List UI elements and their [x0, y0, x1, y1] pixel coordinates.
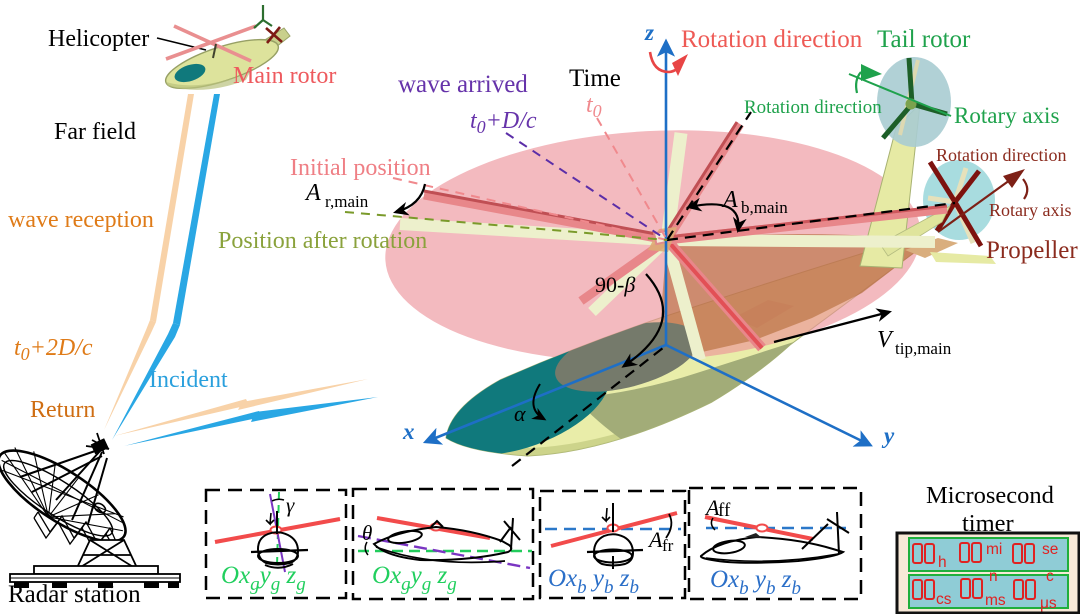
- svg-text:Oxb yb zb: Oxb yb zb: [710, 566, 801, 599]
- svg-text:90-β: 90-β: [595, 272, 635, 297]
- svg-text:z: z: [644, 20, 654, 45]
- svg-text:Rotation direction: Rotation direction: [744, 97, 882, 118]
- svg-text:Main rotor: Main rotor: [233, 63, 336, 89]
- svg-text:Radar station: Radar station: [8, 581, 141, 608]
- svg-text:Rotation direction: Rotation direction: [681, 26, 863, 53]
- svg-text:h: h: [938, 554, 947, 571]
- svg-text:Far field: Far field: [54, 119, 136, 145]
- svg-text:t0+D/c: t0+D/c: [470, 108, 537, 137]
- svg-text:tip,main: tip,main: [895, 339, 952, 358]
- svg-text:Rotary axis: Rotary axis: [954, 103, 1059, 128]
- svg-text:x: x: [402, 419, 415, 444]
- svg-text:t0: t0: [586, 92, 602, 121]
- svg-text:α: α: [514, 401, 526, 426]
- svg-text:r,main: r,main: [325, 192, 369, 211]
- svg-text:ms: ms: [985, 592, 1006, 609]
- svg-text:y: y: [881, 423, 895, 448]
- svg-text:Position after rotation: Position after rotation: [218, 228, 427, 254]
- svg-text:Microsecond: Microsecond: [926, 482, 1054, 509]
- svg-text:Initial position: Initial position: [290, 155, 431, 181]
- svg-text:Return: Return: [30, 397, 95, 423]
- svg-text:Tail rotor: Tail rotor: [877, 26, 971, 53]
- svg-text:A: A: [721, 187, 738, 213]
- svg-text:V: V: [877, 327, 894, 353]
- svg-text:A: A: [647, 527, 663, 552]
- svg-text:wave reception: wave reception: [8, 207, 154, 233]
- svg-text:Helicopter: Helicopter: [48, 26, 149, 52]
- svg-text:Incident: Incident: [149, 367, 228, 393]
- svg-text:Propeller: Propeller: [986, 237, 1078, 264]
- svg-text:n: n: [989, 568, 998, 585]
- svg-text:Rotary axis: Rotary axis: [989, 200, 1072, 220]
- svg-text:mi: mi: [986, 541, 1002, 558]
- svg-text:A: A: [704, 495, 720, 520]
- svg-text:Oxgyg zg: Oxgyg zg: [372, 562, 457, 595]
- svg-text:A: A: [304, 180, 321, 206]
- svg-text:se: se: [1042, 541, 1058, 558]
- svg-text:Oxgyg zg: Oxgyg zg: [221, 562, 306, 595]
- svg-text:Rotation direction: Rotation direction: [936, 145, 1066, 165]
- svg-text:cs: cs: [936, 591, 952, 608]
- svg-text:μs: μs: [1040, 595, 1057, 612]
- svg-text:c: c: [1046, 568, 1054, 585]
- svg-text:t0+2D/c: t0+2D/c: [14, 335, 93, 364]
- svg-text:γ: γ: [286, 493, 295, 517]
- svg-text:b,main: b,main: [741, 198, 788, 217]
- svg-text:Time: Time: [569, 65, 621, 92]
- svg-text:fr: fr: [662, 536, 674, 555]
- svg-text:Oxb yb zb: Oxb yb zb: [548, 565, 639, 598]
- svg-text:ff: ff: [718, 500, 731, 521]
- svg-text:θ: θ: [362, 521, 372, 545]
- svg-text:wave arrived: wave arrived: [398, 71, 528, 98]
- svg-text:timer: timer: [962, 510, 1014, 537]
